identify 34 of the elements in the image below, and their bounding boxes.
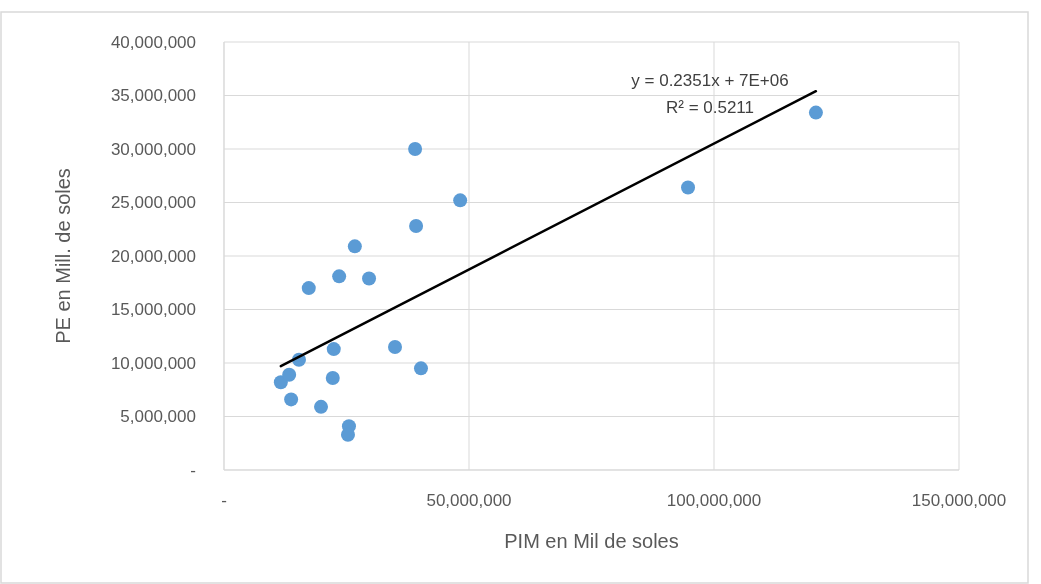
point — [314, 399, 329, 414]
point — [453, 193, 468, 208]
y-tick-label: 10,000,000 — [110, 353, 196, 373]
point — [340, 427, 355, 442]
point — [284, 392, 299, 407]
point — [301, 281, 316, 296]
y-tick-label: 40,000,000 — [110, 32, 196, 52]
y-tick-label: 15,000,000 — [110, 300, 196, 320]
x-tick-label: 150,000,000 — [911, 491, 1007, 510]
x-tick-label: 50,000,000 — [426, 491, 512, 510]
annotation: R² = 0.5211 — [665, 98, 755, 117]
annotation: y = 0.2351x + 7E+06 — [631, 71, 789, 90]
point — [409, 219, 424, 234]
y-tick-label: 35,000,000 — [110, 86, 196, 106]
point — [388, 339, 403, 354]
point — [413, 361, 428, 376]
point — [326, 342, 341, 357]
y-tick-label: - — [190, 460, 196, 480]
point — [808, 105, 823, 120]
x-tick-label: 100,000,000 — [666, 491, 762, 510]
point — [681, 180, 696, 195]
point — [347, 239, 362, 254]
y-axis-title: PE en Mill. de soles — [52, 168, 74, 344]
point — [332, 269, 347, 284]
y-tick-label: 25,000,000 — [110, 193, 196, 213]
point — [362, 271, 377, 286]
x-tick-label: - — [221, 491, 227, 510]
y-tick-label: 20,000,000 — [110, 246, 196, 266]
y-tick-label: 30,000,000 — [110, 139, 196, 159]
point — [325, 370, 340, 385]
point — [282, 367, 297, 382]
x-axis-title: PIM en Mil de soles — [504, 530, 679, 552]
point — [408, 142, 423, 156]
y-tick-label: 5,000,000 — [120, 407, 196, 427]
